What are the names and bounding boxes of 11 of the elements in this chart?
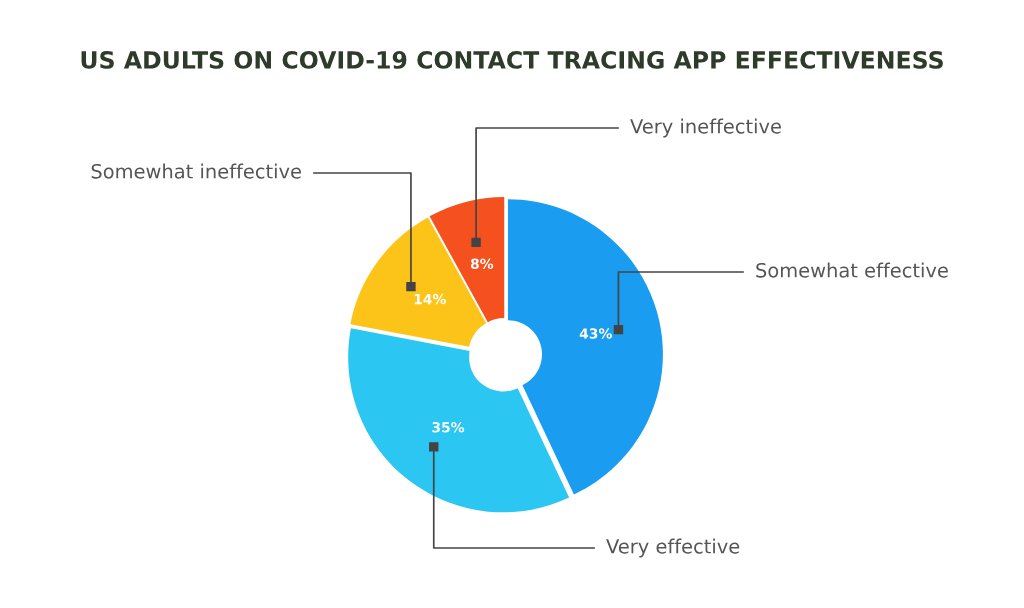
data-label: 35% [432,422,465,433]
slice-label: Very ineffective [630,118,781,138]
slice-label: Somewhat effective [756,262,948,278]
data-label: 8% [470,258,494,269]
donut-slice [348,328,570,513]
slice-label: Somewhat ineffective [91,163,301,179]
chart-title: US ADULTS ON COVID-19 CONTACT TRACING APP EFFECTIVENESS [81,50,943,69]
data-label: 43% [579,328,612,339]
data-label: 14% [414,293,446,305]
donut-slice [507,199,663,495]
slice-label: Very effective [606,538,740,558]
